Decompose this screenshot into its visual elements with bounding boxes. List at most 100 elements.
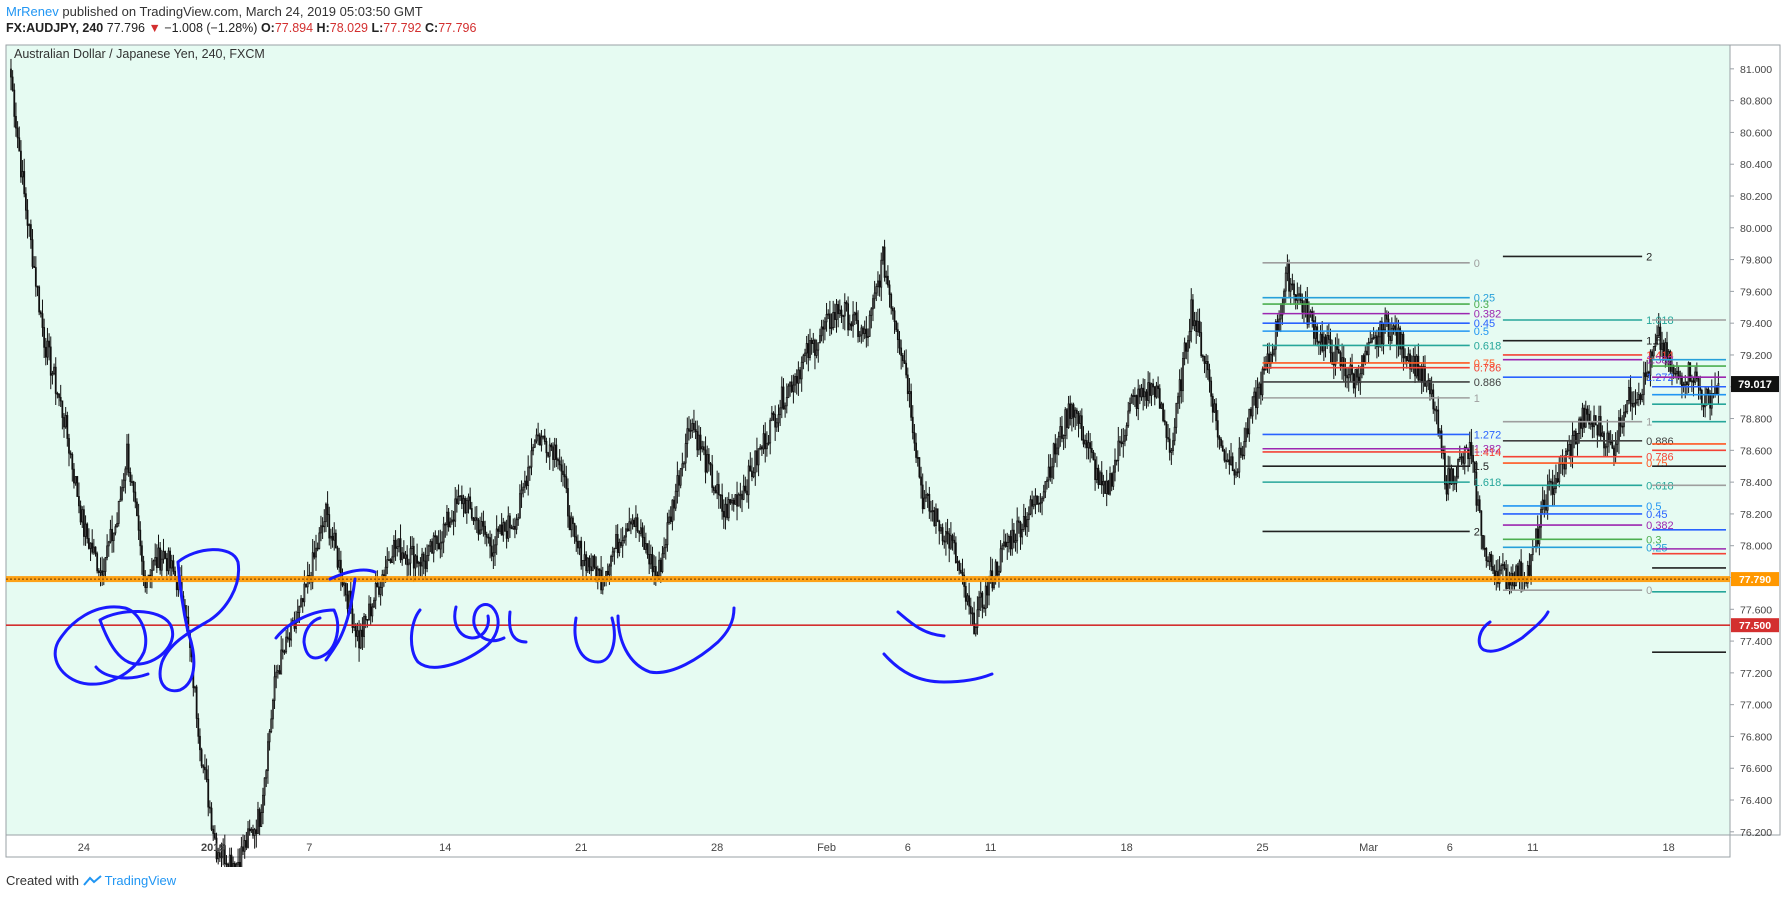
candle xyxy=(79,500,82,525)
fib-level-label: 1.5 xyxy=(1646,336,1661,348)
candle xyxy=(636,513,639,533)
candle xyxy=(361,617,364,651)
candle xyxy=(533,439,536,449)
candle xyxy=(1145,389,1148,409)
candle xyxy=(913,424,916,451)
fib-level-label: 1.618 xyxy=(1646,315,1674,327)
candle xyxy=(553,437,556,468)
candle xyxy=(542,435,544,440)
candle xyxy=(1220,437,1222,448)
chart-pane[interactable] xyxy=(5,44,1731,836)
fib-retracement[interactable]: 21.6181.51.4141.3821.27210.8860.7860.750… xyxy=(1502,251,1674,597)
candle xyxy=(122,473,125,492)
candle xyxy=(1700,388,1703,411)
time-axis[interactable] xyxy=(5,834,1731,858)
candle xyxy=(540,429,543,452)
high-value: 78.029 xyxy=(329,21,368,35)
candle xyxy=(442,516,445,554)
candle xyxy=(941,523,944,546)
candle xyxy=(1475,460,1478,512)
candle xyxy=(1230,442,1232,466)
candle xyxy=(1497,559,1499,588)
candle xyxy=(550,442,553,452)
candle xyxy=(900,339,903,370)
candle xyxy=(1193,311,1196,332)
candle xyxy=(684,433,687,471)
candle xyxy=(1097,464,1100,489)
candle xyxy=(61,400,64,430)
symbol: FX:AUDJPY, 240 xyxy=(6,21,104,35)
candle xyxy=(615,524,617,550)
candle xyxy=(878,274,881,297)
candle xyxy=(888,280,891,308)
candle xyxy=(330,528,332,549)
candle xyxy=(73,463,75,489)
y-tick-label: 78.000 xyxy=(1740,541,1772,553)
candle xyxy=(1634,389,1637,415)
candle xyxy=(1574,428,1577,445)
candle xyxy=(492,539,495,569)
fib-retracement[interactable] xyxy=(1652,319,1726,654)
candle xyxy=(661,546,664,574)
candle xyxy=(119,486,122,502)
candle xyxy=(1337,338,1340,355)
candle xyxy=(1022,503,1025,532)
candle xyxy=(966,593,969,606)
candle xyxy=(1263,356,1266,375)
candle xyxy=(1366,342,1368,356)
candle xyxy=(552,442,554,472)
candle xyxy=(333,522,336,551)
candle xyxy=(1596,424,1599,448)
candle xyxy=(1490,551,1493,572)
candle xyxy=(858,330,861,343)
candle xyxy=(247,820,249,849)
candle xyxy=(1647,370,1650,379)
candle xyxy=(714,485,717,494)
candle xyxy=(288,632,291,648)
candle xyxy=(832,300,835,331)
candle xyxy=(580,536,583,570)
candle xyxy=(78,482,80,514)
candle xyxy=(1470,428,1473,465)
candle xyxy=(1482,534,1484,551)
candle xyxy=(1059,417,1062,447)
support-zone[interactable] xyxy=(6,576,1730,583)
candle xyxy=(639,519,642,537)
candle xyxy=(1606,419,1609,457)
candle xyxy=(207,765,210,817)
candle xyxy=(1014,533,1017,552)
candle xyxy=(1003,529,1005,551)
candle xyxy=(92,538,95,555)
candle xyxy=(170,554,173,579)
candle xyxy=(946,518,949,545)
candle xyxy=(1288,259,1290,299)
candle xyxy=(126,434,128,476)
candle xyxy=(1478,495,1481,514)
candle xyxy=(644,532,647,554)
candle xyxy=(565,465,568,494)
fib-level-label: 1 xyxy=(1474,393,1480,405)
candle xyxy=(918,457,921,479)
candle xyxy=(112,532,115,553)
candle xyxy=(469,487,472,510)
y-tick-label: 77.600 xyxy=(1740,604,1772,616)
candle xyxy=(1437,396,1440,437)
candle xyxy=(1296,282,1299,310)
candle xyxy=(886,265,889,288)
candle xyxy=(883,239,886,282)
candle xyxy=(1306,286,1309,329)
tradingview-link[interactable]: TradingView xyxy=(104,873,177,888)
price-axis[interactable] xyxy=(1729,44,1781,836)
candle xyxy=(1536,515,1539,549)
candle xyxy=(901,352,904,368)
price-chart[interactable]: 00.250.30.3820.450.50.6180.750.7860.8861… xyxy=(0,42,1788,867)
author-link[interactable]: MrRenev xyxy=(6,4,59,19)
candle xyxy=(1372,327,1375,340)
candle xyxy=(268,729,271,751)
candle xyxy=(555,438,558,468)
candle xyxy=(1175,402,1178,434)
candle xyxy=(1604,443,1607,457)
x-tick-label: 14 xyxy=(439,842,451,854)
candle xyxy=(215,832,218,863)
